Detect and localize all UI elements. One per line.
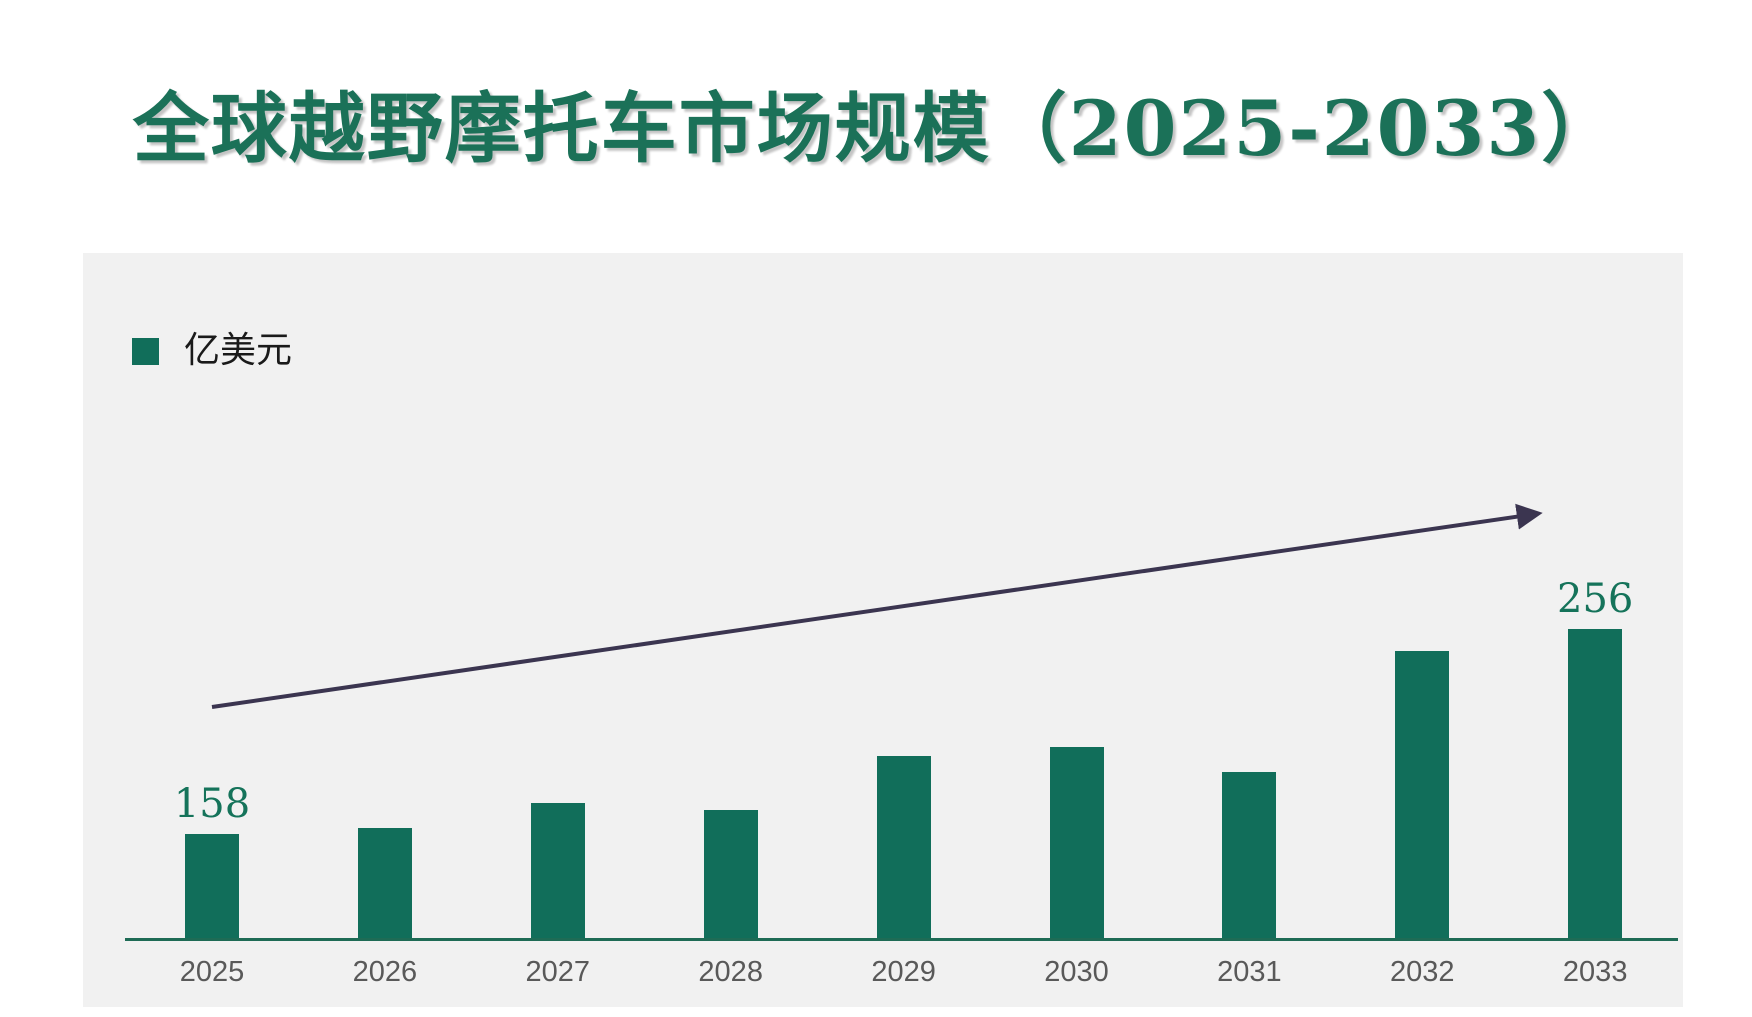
bar [357,828,412,938]
x-axis-label: 2025 [179,956,245,988]
bar [1568,629,1623,938]
legend-label: 亿美元 [184,330,293,371]
x-axis-label: 2031 [1217,956,1282,988]
chart-title: 全球越野摩托车市场规模（2025-2033） [132,83,1620,173]
legend-swatch-icon [132,337,159,365]
bar [185,834,239,938]
bar [530,803,585,938]
x-axis-line [125,938,1678,941]
plot-area: 158 2025 2026 2027 2028 2029 2030 2031 2032 256 20… [83,253,1683,1007]
bar [1395,651,1450,938]
bar [703,810,758,938]
x-axis-label: 2033 [1562,956,1628,988]
x-axis-label: 2027 [525,956,591,988]
bar [1049,747,1104,938]
chart-panel: 亿美元 158 2025 2026 2027 2028 2029 2030 2031 2032 2… [83,253,1683,1007]
x-axis-label: 2028 [698,956,763,988]
bar-value-label: 158 [173,781,251,827]
x-axis-label: 2026 [352,956,418,988]
x-axis-label: 2032 [1390,956,1455,988]
bar [1222,772,1277,938]
bar-value-label: 256 [1557,576,1634,622]
legend: 亿美元 [132,333,292,369]
x-axis-label: 2030 [1044,956,1109,988]
x-axis-label: 2029 [871,956,936,988]
bar [876,756,931,938]
